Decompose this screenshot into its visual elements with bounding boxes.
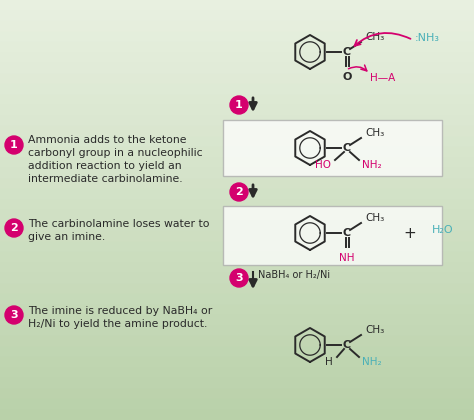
Bar (0, 388, 474, 399)
Circle shape (230, 269, 248, 287)
Bar (0, 168, 474, 178)
Text: H₂O: H₂O (432, 225, 454, 235)
Text: CH₃: CH₃ (365, 213, 384, 223)
Bar (0, 346, 474, 357)
Text: The carbinolamine loses water to: The carbinolamine loses water to (28, 219, 210, 229)
Bar (0, 200, 474, 210)
Text: HO: HO (315, 160, 331, 170)
FancyBboxPatch shape (223, 206, 442, 265)
Circle shape (230, 183, 248, 201)
Bar (0, 304, 474, 315)
Text: H₂/Ni to yield the amine product.: H₂/Ni to yield the amine product. (28, 319, 207, 329)
Text: NaBH₄ or H₂/Ni: NaBH₄ or H₂/Ni (258, 270, 330, 280)
Bar (0, 294, 474, 304)
Bar (0, 357, 474, 368)
Bar (0, 399, 474, 410)
Text: CH₃: CH₃ (365, 32, 384, 42)
FancyBboxPatch shape (223, 120, 442, 176)
Bar (0, 0, 474, 10)
Bar (0, 42, 474, 52)
Bar (0, 178, 474, 189)
Bar (0, 21, 474, 32)
Bar (0, 368, 474, 378)
Text: 1: 1 (235, 100, 243, 110)
Text: 3: 3 (10, 310, 18, 320)
Circle shape (5, 219, 23, 237)
Text: C: C (343, 228, 351, 238)
Text: C: C (343, 47, 351, 57)
Bar (0, 63, 474, 74)
Bar (0, 252, 474, 262)
Bar (0, 84, 474, 94)
Bar (0, 126, 474, 136)
Text: +: + (404, 226, 416, 241)
Text: H: H (325, 357, 333, 367)
Circle shape (5, 306, 23, 324)
Text: Ammonia adds to the ketone: Ammonia adds to the ketone (28, 135, 186, 145)
Bar (0, 52, 474, 63)
Bar (0, 284, 474, 294)
Bar (0, 116, 474, 126)
Text: 2: 2 (235, 187, 243, 197)
Text: 3: 3 (235, 273, 243, 283)
Text: NH: NH (339, 253, 355, 263)
Bar (0, 410, 474, 420)
Bar (0, 378, 474, 388)
Text: CH₃: CH₃ (365, 128, 384, 138)
Text: C: C (343, 340, 351, 350)
Text: carbonyl group in a nucleophilic: carbonyl group in a nucleophilic (28, 148, 202, 158)
Bar (0, 262, 474, 273)
Text: H—A: H—A (370, 73, 396, 83)
Text: NH₂: NH₂ (362, 160, 382, 170)
Bar (0, 210, 474, 220)
Bar (0, 189, 474, 200)
Bar (0, 241, 474, 252)
Bar (0, 273, 474, 284)
Bar (0, 94, 474, 105)
Text: give an imine.: give an imine. (28, 232, 105, 242)
Bar (0, 336, 474, 346)
Circle shape (5, 136, 23, 154)
Bar (0, 231, 474, 242)
Text: :NH₃: :NH₃ (415, 33, 440, 43)
Text: 2: 2 (10, 223, 18, 233)
Bar (0, 32, 474, 42)
Text: NH₂: NH₂ (362, 357, 382, 367)
Text: CH₃: CH₃ (365, 325, 384, 335)
Text: C: C (343, 143, 351, 153)
Text: addition reaction to yield an: addition reaction to yield an (28, 161, 182, 171)
Bar (0, 326, 474, 336)
Bar (0, 220, 474, 231)
Text: The imine is reduced by NaBH₄ or: The imine is reduced by NaBH₄ or (28, 306, 212, 316)
Bar (0, 74, 474, 84)
Bar (0, 158, 474, 168)
Text: O: O (342, 72, 352, 82)
Text: 1: 1 (10, 140, 18, 150)
Bar (0, 147, 474, 158)
Circle shape (230, 96, 248, 114)
Bar (0, 315, 474, 326)
Text: intermediate carbinolamine.: intermediate carbinolamine. (28, 174, 182, 184)
Bar (0, 105, 474, 116)
Bar (0, 10, 474, 21)
Bar (0, 136, 474, 147)
